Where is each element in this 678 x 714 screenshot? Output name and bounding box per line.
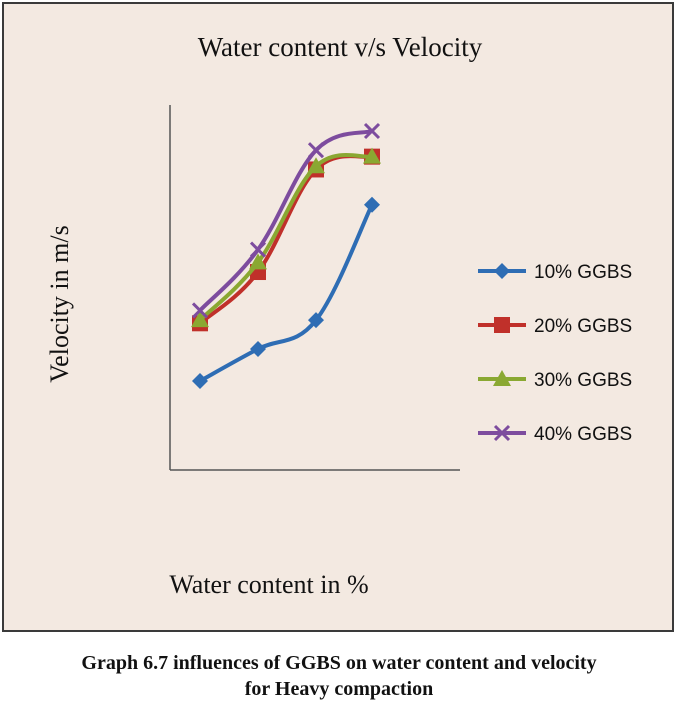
legend-entry-4: 40% GGBS	[478, 424, 632, 445]
figure-caption: Graph 6.7 influences of GGBS on water co…	[0, 650, 678, 702]
caption-line-2: for Heavy compaction	[244, 678, 434, 700]
plot-area: 10% GGBS 20% GGBS 30% GGBS 40% GGBS	[169, 105, 632, 471]
data-point-s3-4	[363, 147, 381, 164]
x-axis-label: Water content in %	[169, 570, 369, 599]
data-point-s1-3	[308, 312, 324, 329]
legend-entry-3: 30% GGBS	[478, 370, 632, 391]
series-line-1	[198, 202, 374, 383]
data-point-s1-2	[250, 340, 266, 357]
legend-marker	[493, 370, 511, 386]
legend-label: 40% GGBS	[534, 424, 632, 445]
data-point-s4-4	[363, 122, 381, 140]
data-point-s4-1	[191, 302, 209, 319]
legend-label: 10% GGBS	[534, 262, 632, 283]
series-line-4	[198, 129, 374, 313]
data-point-s1-4	[364, 196, 380, 213]
legend-label: 20% GGBS	[534, 316, 632, 337]
legend-marker	[493, 424, 511, 442]
chart-frame: Water content v/s Velocity Velocity in m…	[2, 2, 674, 632]
caption-line-1: Graph 6.7 influences of GGBS on water co…	[81, 652, 597, 674]
series-line-3	[198, 152, 374, 323]
data-point-s1-1	[192, 373, 208, 389]
data-point-s3-2	[249, 253, 267, 270]
data-point-s3-1	[191, 311, 209, 328]
chart-title: Water content v/s Velocity	[197, 32, 483, 62]
legend-marker	[494, 263, 510, 279]
data-point-s4-2	[249, 241, 267, 258]
data-point-s4-3	[307, 142, 325, 159]
data-point-s3-3	[307, 157, 325, 174]
series-1	[192, 196, 380, 389]
legend-label: 30% GGBS	[534, 370, 632, 391]
legend-marker	[494, 317, 510, 333]
legend-entry-1: 10% GGBS	[478, 262, 632, 283]
legend-entry-2: 20% GGBS	[478, 316, 632, 337]
series-4	[191, 122, 381, 319]
series-3	[191, 147, 381, 328]
